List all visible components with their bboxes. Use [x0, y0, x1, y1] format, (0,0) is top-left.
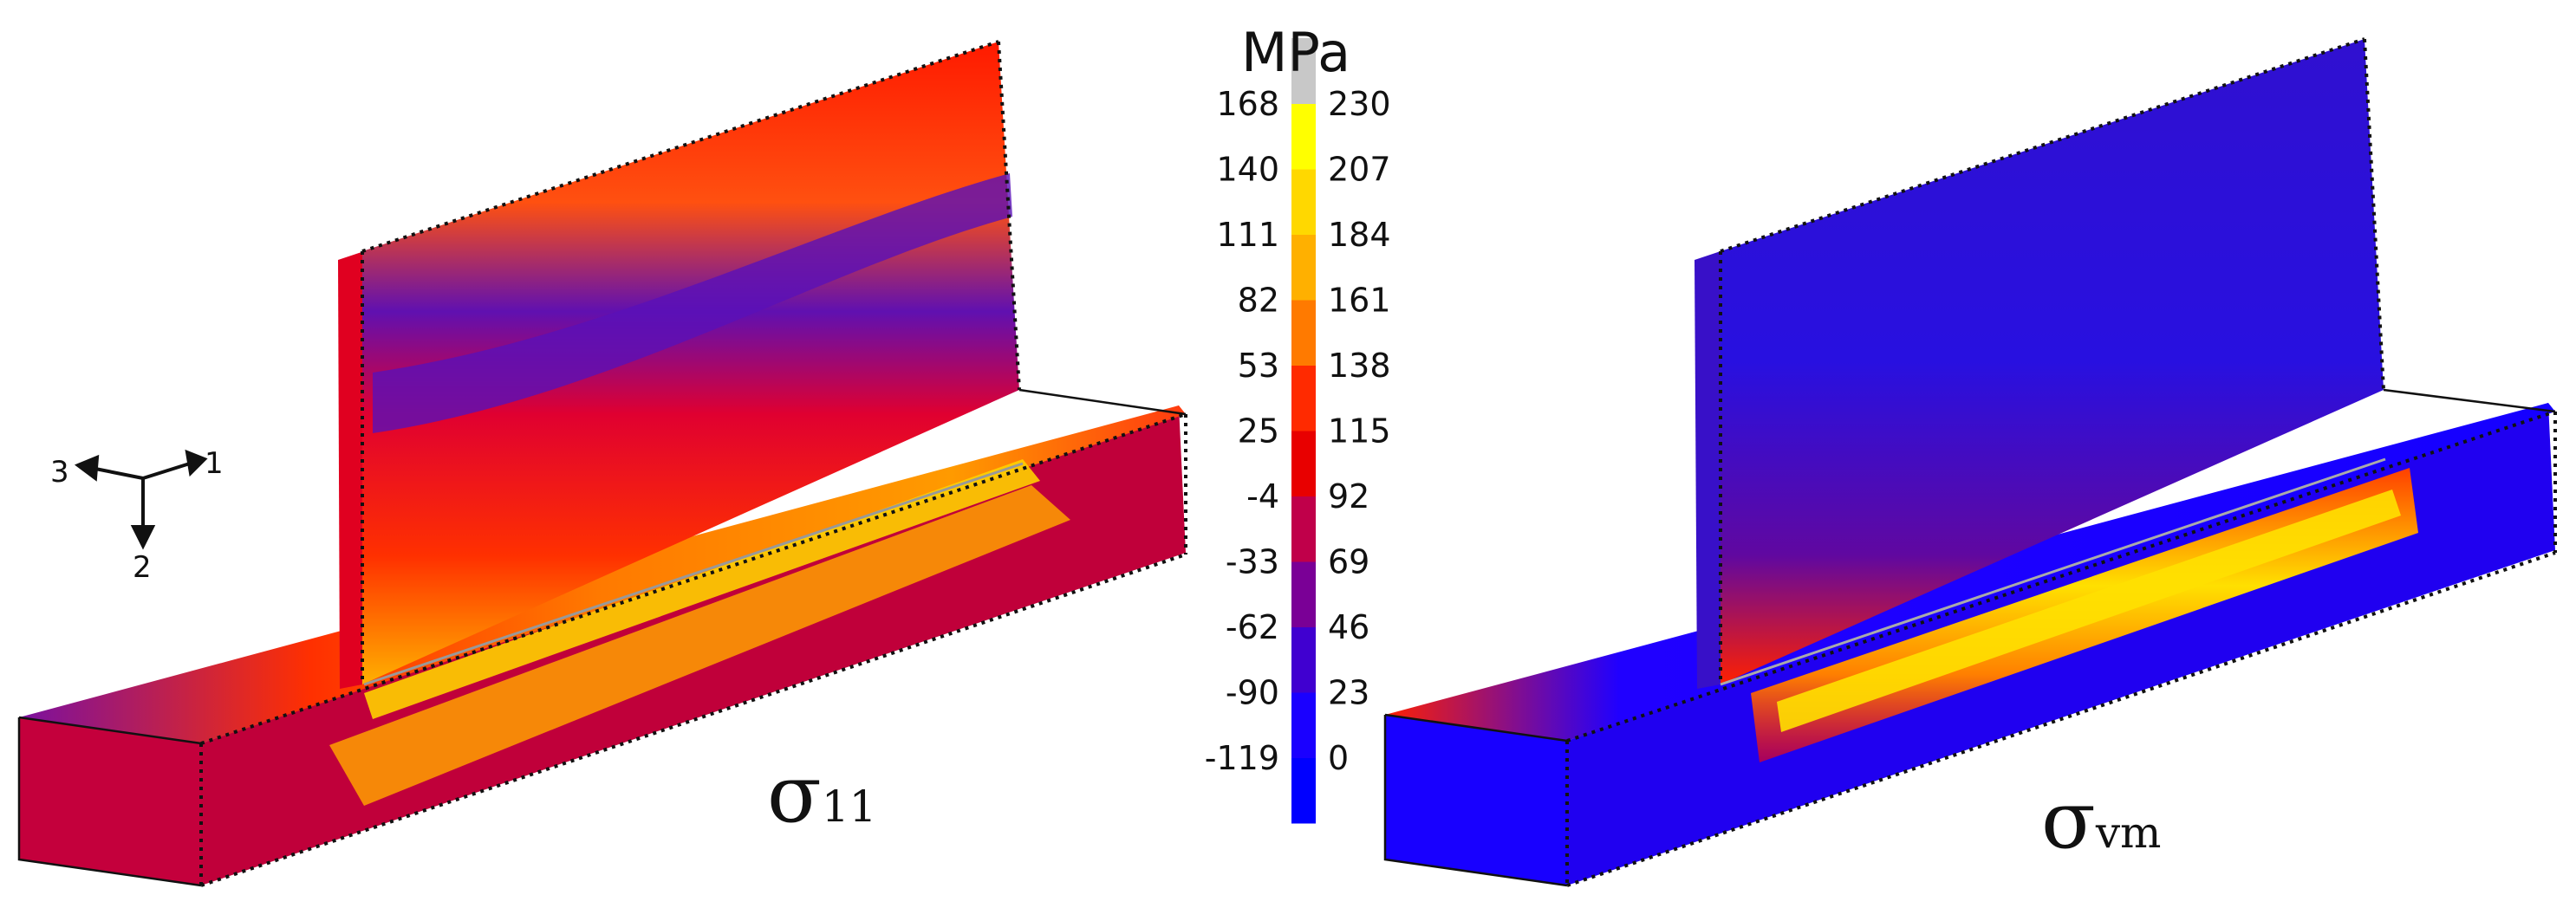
colorbar-tick-right: 92 [1328, 477, 1369, 516]
colorbar-segment [1291, 235, 1316, 301]
colorbar-tick-right: 230 [1328, 85, 1391, 123]
colorbar-tick-right: 69 [1328, 543, 1369, 581]
colorbar-tick-left: 25 [1238, 412, 1279, 451]
weld-zone-core [1777, 490, 2401, 732]
web-left-edge [1695, 251, 1721, 689]
colorbar-tick-right: 161 [1328, 282, 1391, 320]
solid-edges [17, 388, 1187, 887]
colorbar-tick-left: -4 [1246, 477, 1279, 516]
weld-zone-core [364, 459, 1040, 719]
colorbar-tick-right: 184 [1328, 216, 1391, 254]
web-left-edge [338, 251, 364, 689]
weld-zone [329, 485, 1070, 806]
colorbar-segment [1291, 496, 1316, 562]
axis-label-3: 3 [50, 455, 69, 490]
colorbar-tick-right: 0 [1328, 739, 1349, 777]
colorbar-segment [1291, 38, 1316, 104]
colorbar-tick-right: 207 [1328, 151, 1391, 189]
colorbar-tick-left: 140 [1216, 151, 1279, 189]
colorbar-tick-right: 138 [1328, 347, 1391, 385]
colorbar-segment [1291, 561, 1316, 627]
colorbar-tick-left: 53 [1238, 347, 1279, 385]
plot-sigma-vm: σvm [1383, 37, 2557, 887]
colorbar-unit: MPa [1241, 21, 1350, 84]
plot-label-sigma-11: σ11 [767, 748, 876, 840]
colorbar-tick-left: -119 [1205, 739, 1279, 777]
weld-line [363, 462, 1024, 686]
colorbar-tick-left: 168 [1216, 85, 1279, 123]
axes-triad [74, 449, 208, 550]
mesh-edges [199, 40, 1187, 887]
mesh-edges [1565, 37, 2557, 887]
colorbar-segment [1291, 300, 1316, 366]
web-face [362, 42, 1019, 684]
colorbar-segment [1291, 627, 1316, 693]
colorbar-tick-right: 115 [1328, 412, 1391, 451]
plot-label-sigma-vm: σvm [2041, 774, 2161, 866]
base-front-face [1385, 715, 1567, 885]
axis-label-1: 1 [205, 446, 224, 481]
colorbar-segment [1291, 758, 1316, 824]
base-front-face [19, 717, 201, 885]
plot-sigma-11: σ11 [17, 40, 1187, 887]
solid-edges [1383, 388, 2556, 887]
colorbar-tick-left: -90 [1226, 674, 1279, 712]
colorbar-segment [1291, 692, 1316, 758]
colorbar-tick-left: 82 [1238, 282, 1279, 320]
colorbar-segment [1291, 431, 1316, 496]
web-face [1721, 39, 2384, 684]
weld-line [1720, 457, 2386, 686]
colorbar-segment [1291, 104, 1316, 170]
colorbar-tick-left: -62 [1226, 608, 1279, 646]
colorbar-segment [1291, 169, 1316, 235]
colorbar-segment [1291, 366, 1316, 431]
web-blue-band [373, 173, 1012, 433]
colorbar-tick-right: 23 [1328, 674, 1369, 712]
colorbar-tick-left: 111 [1216, 216, 1279, 254]
axis-label-2: 2 [133, 550, 152, 585]
colorbar-tick-left: -33 [1226, 543, 1279, 581]
colorbar-tick-right: 46 [1328, 608, 1369, 646]
